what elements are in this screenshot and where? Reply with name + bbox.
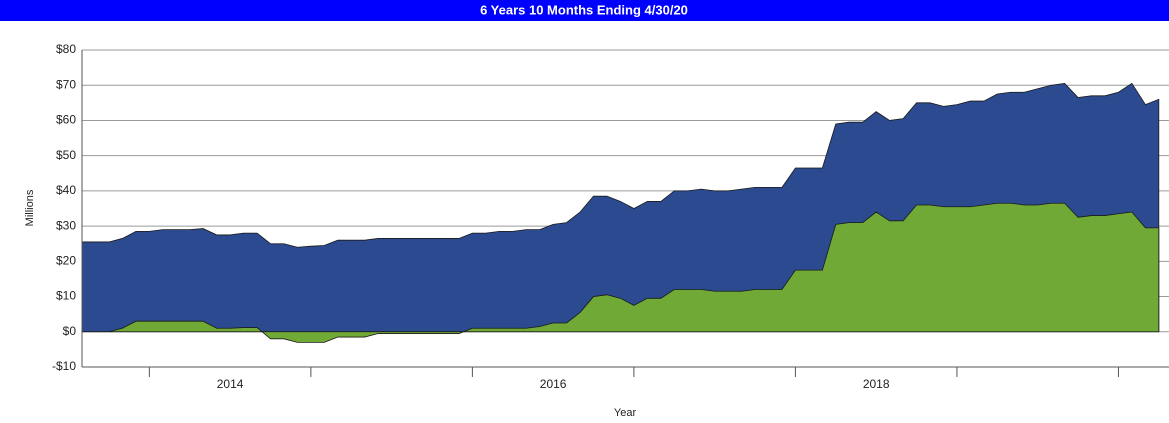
- x-axis-label: Year: [614, 407, 637, 419]
- y-tick-label: $0: [63, 324, 77, 338]
- title-bar: [0, 0, 1169, 21]
- x-tick-label: 2014: [217, 377, 244, 391]
- y-tick-label: -$10: [52, 359, 76, 373]
- x-tick-label: 2018: [863, 377, 890, 391]
- y-tick-label: $70: [56, 77, 76, 91]
- y-tick-label: $40: [56, 183, 76, 197]
- y-tick-label: $80: [56, 42, 76, 56]
- y-tick-label: $20: [56, 254, 76, 268]
- y-tick-label: $10: [56, 289, 76, 303]
- x-tick-label: 2016: [540, 377, 567, 391]
- area: [82, 202, 1160, 343]
- y-tick-label: $60: [56, 113, 76, 127]
- chart-title: 6 Years 10 Months Ending 4/30/20: [480, 2, 688, 17]
- y-tick-label: $50: [56, 148, 76, 162]
- y-axis-label: Millions: [24, 189, 36, 226]
- y-tick-label: $30: [56, 218, 76, 232]
